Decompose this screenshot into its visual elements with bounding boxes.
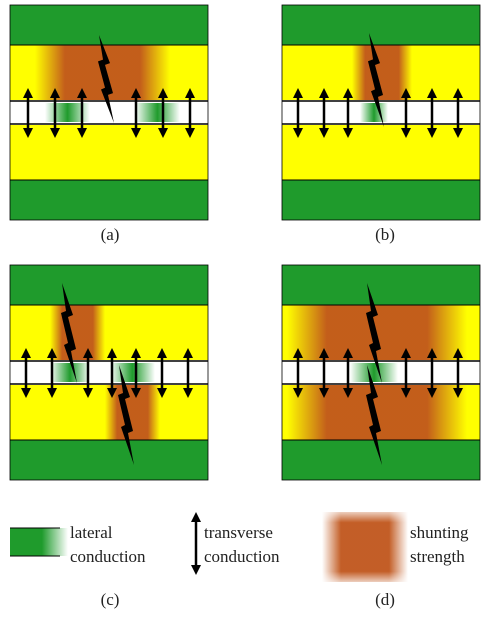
legend-label: transverse — [204, 523, 273, 542]
green-layer — [10, 180, 208, 220]
panel-label: (a) — [101, 225, 120, 244]
legend-label: shunting — [410, 523, 469, 542]
legend-label: conduction — [204, 547, 280, 566]
shunt-region — [105, 385, 160, 440]
panel-label: (d) — [375, 590, 395, 609]
yellow-layer — [10, 305, 208, 360]
gap-conduction — [360, 103, 388, 122]
legend-lateral-swatch — [10, 528, 68, 556]
green-layer — [282, 265, 480, 305]
legend-shunt-fade — [322, 512, 408, 582]
figure: (a) (b) (c) (d) lateral conduction transver… — [0, 0, 487, 620]
panels: (a) (b) (c) (d) — [10, 5, 480, 609]
gap-conduction — [350, 363, 398, 382]
green-layer — [10, 5, 208, 45]
yellow-layer — [10, 125, 208, 180]
yellow-layer — [282, 125, 480, 180]
legend-label: strength — [410, 547, 465, 566]
panel: (a) — [10, 5, 208, 244]
gap-conduction — [110, 363, 155, 382]
shunt-region — [50, 305, 105, 360]
panel-label: (b) — [375, 225, 395, 244]
panel-label: (c) — [101, 590, 120, 609]
legend-label: lateral — [70, 523, 113, 542]
green-layer — [10, 440, 208, 480]
gap-layer — [10, 360, 208, 385]
gap-conduction — [135, 103, 180, 122]
gap-conduction — [50, 363, 90, 382]
legend-label: conduction — [70, 547, 146, 566]
green-layer — [10, 265, 208, 305]
panel: (b) — [282, 5, 480, 244]
legend: lateral conduction transverse conduction… — [10, 512, 469, 582]
green-layer — [282, 180, 480, 220]
green-layer — [282, 5, 480, 45]
